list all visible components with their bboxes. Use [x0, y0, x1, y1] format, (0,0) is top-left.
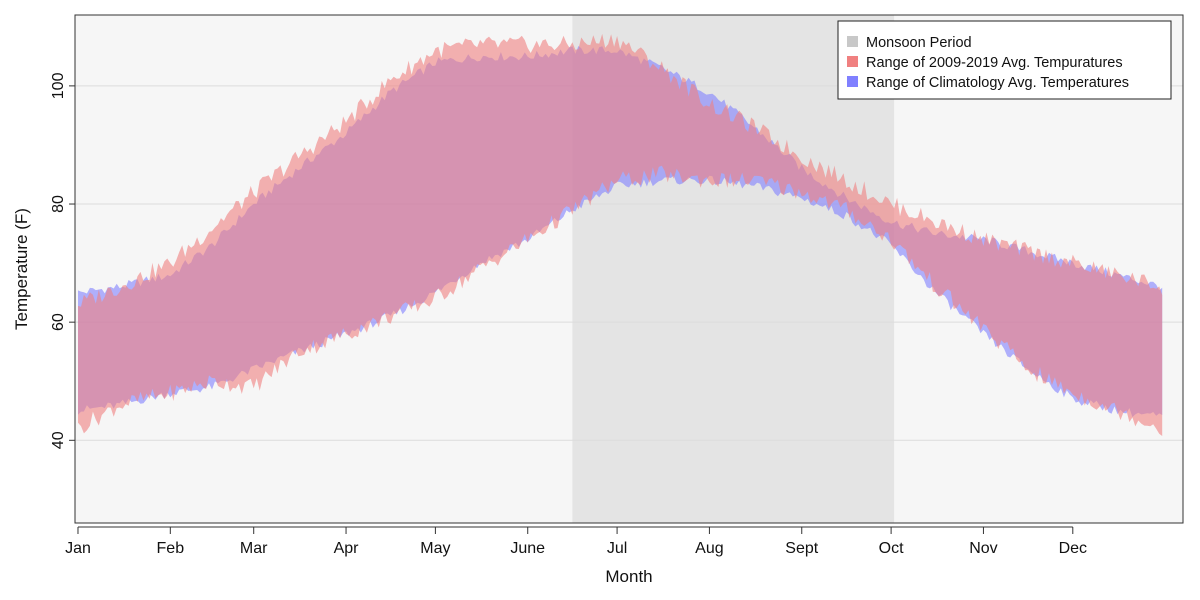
legend-label-climatology: Range of Climatology Avg. Temperatures: [866, 75, 1129, 91]
x-axis-title: Month: [605, 567, 652, 586]
x-tick-label: Dec: [1059, 540, 1087, 557]
y-axis: 40 60 80 100: [50, 72, 75, 449]
legend-swatch-monsoon: [847, 36, 858, 47]
x-tick-label: Apr: [334, 540, 360, 557]
x-tick-label: Jan: [65, 540, 91, 557]
x-tick-label: Aug: [695, 540, 723, 557]
legend: Monsoon Period Range of 2009-2019 Avg. T…: [837, 20, 1172, 100]
x-tick-label: Nov: [969, 540, 997, 557]
legend-label-monsoon: Monsoon Period: [866, 35, 972, 51]
legend-box: [837, 20, 1172, 100]
x-tick-label: Sept: [785, 540, 818, 557]
y-axis-title: Temperature (F): [12, 208, 31, 330]
legend-swatch-2009-2019: [847, 56, 858, 67]
y-tick-label: 80: [50, 195, 67, 213]
x-tick-label: May: [420, 540, 450, 557]
x-tick-label: Jul: [607, 540, 627, 557]
series-band-2009-2019: [78, 33, 1163, 437]
legend-swatch-climatology: [847, 76, 858, 87]
x-tick-label: Oct: [879, 540, 904, 557]
y-tick-label: 100: [50, 72, 67, 99]
y-tick-label: 60: [50, 313, 67, 331]
y-tick-label: 40: [50, 431, 67, 449]
x-axis: Jan Feb Mar Apr May June Jul Aug Sept Oct Nov Dec: [65, 526, 1087, 557]
x-tick-label: Feb: [157, 540, 185, 557]
series-layer: [78, 33, 1163, 437]
legend-label-2009-2019: Range of 2009-2019 Avg. Tempuratures: [866, 55, 1123, 71]
plot-frame: [74, 14, 1184, 524]
x-tick-label: Mar: [240, 540, 268, 557]
x-tick-label: June: [510, 540, 545, 557]
